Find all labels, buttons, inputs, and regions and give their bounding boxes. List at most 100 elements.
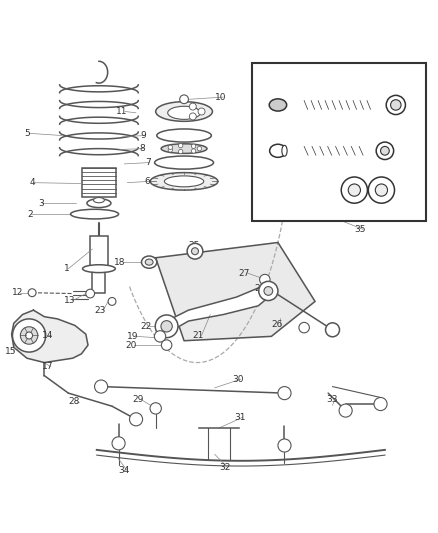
- Circle shape: [278, 386, 291, 400]
- Circle shape: [259, 281, 278, 301]
- Text: 6: 6: [145, 177, 151, 186]
- Ellipse shape: [71, 209, 119, 219]
- Circle shape: [348, 184, 360, 196]
- Text: 24: 24: [254, 284, 265, 293]
- Circle shape: [155, 315, 178, 338]
- Ellipse shape: [168, 106, 201, 119]
- Circle shape: [191, 248, 198, 255]
- Ellipse shape: [161, 144, 207, 154]
- Circle shape: [260, 274, 270, 285]
- Polygon shape: [155, 243, 315, 341]
- Text: 8: 8: [140, 144, 145, 153]
- Circle shape: [20, 327, 38, 344]
- Circle shape: [179, 149, 183, 154]
- Circle shape: [341, 177, 367, 203]
- Circle shape: [374, 398, 387, 410]
- Circle shape: [180, 95, 188, 103]
- Text: 3: 3: [38, 199, 43, 208]
- Circle shape: [179, 143, 183, 148]
- Polygon shape: [162, 286, 272, 330]
- Text: 14: 14: [42, 331, 53, 340]
- Text: 10: 10: [215, 93, 226, 102]
- Circle shape: [161, 321, 172, 332]
- Circle shape: [381, 147, 389, 155]
- Circle shape: [150, 403, 161, 414]
- Circle shape: [108, 297, 116, 305]
- Text: 26: 26: [272, 320, 283, 329]
- Circle shape: [386, 95, 406, 115]
- Circle shape: [198, 108, 205, 115]
- Text: 35: 35: [354, 225, 366, 234]
- Circle shape: [191, 149, 196, 153]
- Circle shape: [325, 323, 339, 337]
- Text: 15: 15: [5, 347, 17, 356]
- Text: 17: 17: [42, 362, 54, 372]
- Text: 27: 27: [239, 269, 250, 278]
- Text: 13: 13: [64, 296, 75, 305]
- Ellipse shape: [145, 259, 153, 265]
- Text: 5: 5: [25, 129, 31, 138]
- Circle shape: [391, 100, 401, 110]
- Circle shape: [168, 148, 173, 152]
- Circle shape: [25, 332, 32, 339]
- Circle shape: [168, 145, 173, 149]
- Ellipse shape: [82, 265, 115, 272]
- Text: 25: 25: [188, 241, 200, 250]
- Ellipse shape: [164, 176, 204, 187]
- Ellipse shape: [93, 198, 104, 203]
- Circle shape: [299, 322, 309, 333]
- Bar: [82, 168, 116, 197]
- Ellipse shape: [155, 102, 212, 122]
- Text: 31: 31: [234, 413, 246, 422]
- Circle shape: [375, 184, 388, 196]
- Text: 2: 2: [27, 209, 32, 219]
- Circle shape: [339, 404, 352, 417]
- Ellipse shape: [87, 199, 111, 207]
- Circle shape: [28, 289, 36, 297]
- Circle shape: [12, 319, 46, 352]
- Text: 32: 32: [219, 463, 230, 472]
- Text: 34: 34: [119, 466, 130, 475]
- Text: 22: 22: [141, 322, 152, 331]
- Circle shape: [189, 113, 196, 120]
- Ellipse shape: [141, 256, 157, 268]
- Text: 1: 1: [64, 264, 70, 273]
- Text: 23: 23: [95, 305, 106, 314]
- Circle shape: [189, 103, 196, 110]
- Circle shape: [86, 289, 95, 298]
- Polygon shape: [12, 310, 88, 362]
- Bar: [92, 269, 106, 293]
- Circle shape: [161, 340, 172, 350]
- Circle shape: [368, 177, 395, 203]
- Text: 28: 28: [68, 397, 80, 406]
- Text: 30: 30: [232, 375, 244, 384]
- Text: 18: 18: [114, 257, 126, 266]
- Ellipse shape: [270, 144, 286, 157]
- Text: 4: 4: [29, 178, 35, 187]
- Text: 11: 11: [117, 107, 128, 116]
- Text: 33: 33: [326, 395, 337, 404]
- Circle shape: [112, 437, 125, 450]
- Text: 20: 20: [125, 341, 137, 350]
- Circle shape: [264, 287, 273, 295]
- Bar: [252, 63, 426, 221]
- Circle shape: [95, 380, 108, 393]
- Circle shape: [278, 439, 291, 452]
- Bar: [90, 236, 108, 269]
- Text: 21: 21: [193, 331, 204, 340]
- Text: 7: 7: [145, 158, 151, 167]
- Ellipse shape: [155, 156, 214, 169]
- Text: 19: 19: [127, 332, 139, 341]
- Text: 29: 29: [133, 395, 144, 404]
- Circle shape: [130, 413, 143, 426]
- Circle shape: [191, 144, 196, 148]
- Ellipse shape: [269, 99, 287, 111]
- Ellipse shape: [157, 129, 212, 142]
- Circle shape: [187, 244, 203, 259]
- Text: 9: 9: [141, 131, 146, 140]
- Circle shape: [154, 330, 166, 342]
- Ellipse shape: [150, 173, 218, 190]
- Ellipse shape: [282, 146, 287, 156]
- Circle shape: [376, 142, 394, 159]
- Circle shape: [197, 147, 201, 151]
